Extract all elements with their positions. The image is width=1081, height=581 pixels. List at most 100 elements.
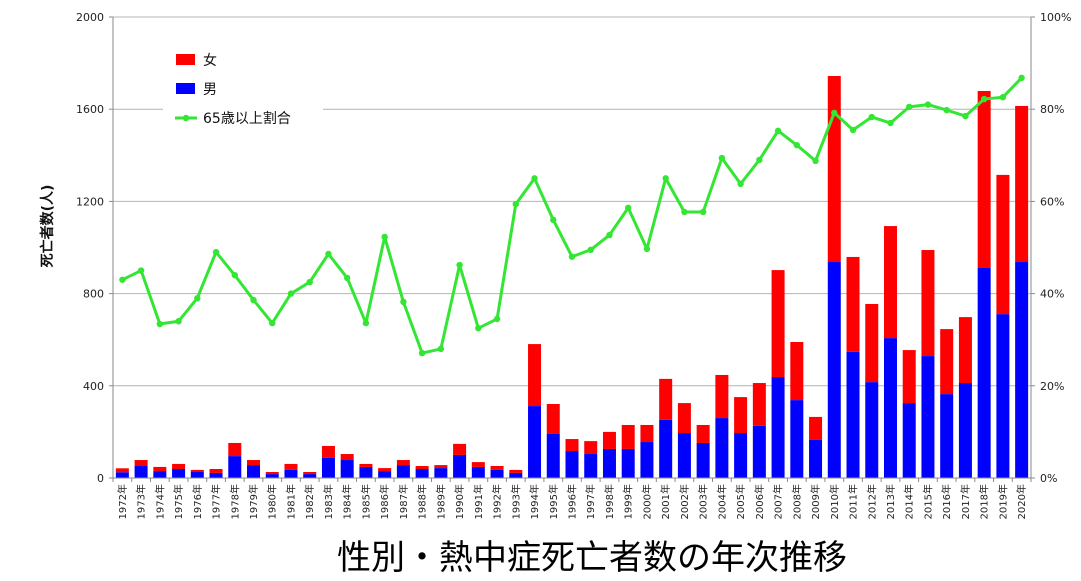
bar-segment-female-1986 [378,468,392,472]
over-65-ratio-point-2015 [924,101,932,108]
bar-segment-male-2019 [996,314,1010,478]
x-tick-label: 2017年 [959,484,972,519]
x-tick-label: 1988年 [416,484,429,519]
bar-segment-male-2003 [696,442,710,478]
over-65-ratio-point-1997 [587,246,594,254]
over-65-ratio-point-1992 [493,315,501,323]
bar-segment-male-1972 [115,472,129,478]
bar-segment-female-2006 [752,383,766,426]
y-tick-label: 400 [83,380,104,393]
bar-segment-female-2008 [790,342,804,401]
over-65-ratio-point-2012 [868,113,875,121]
bar-segment-male-1983 [321,457,335,478]
bar-segment-male-2000 [640,442,654,478]
over-65-ratio-point-1974 [156,320,164,328]
over-65-ratio-point-1993 [512,200,519,208]
bar-segment-female-1974 [153,466,167,472]
x-tick-label: 2004年 [715,484,728,519]
y2-tick-label: 40% [1040,288,1064,301]
bar-segment-male-1997 [584,454,598,478]
bar-segment-female-1991 [471,462,485,467]
bar-segment-male-1987 [396,465,410,478]
bar-segment-female-2020 [1015,105,1029,263]
over-65-ratio-point-2004 [718,154,726,162]
bar-segment-female-2004 [715,374,729,419]
x-tick-label: 1981年 [284,484,297,519]
bar-segment-male-2007 [771,377,785,478]
bar-segment-male-2011 [846,351,860,478]
over-65-ratio-point-1977 [212,248,220,256]
over-65-ratio-point-2003 [699,208,707,216]
y2-tick-label: 20% [1040,380,1064,393]
bar-segment-male-2020 [1015,262,1029,478]
bar-segment-female-2002 [677,403,691,434]
x-tick-label: 1976年 [191,484,204,519]
axes: 0 400 800 1200 1600 2000 0% 20% 40% 60% 80% 100% 197… [76,11,1071,519]
over-65-ratio-point-2013 [887,119,894,127]
bar-segment-male-1993 [509,472,523,478]
x-tick-label: 2000年 [640,484,653,519]
over-65-ratio-point-1989 [437,345,445,353]
over-65-ratio-series [119,74,1025,357]
over-65-ratio-point-2020 [1018,74,1025,82]
x-tick-label: 1975年 [172,484,185,519]
x-tick-label: 1999年 [622,484,635,519]
bar-segment-male-1992 [490,469,504,478]
y-tick-label: 1600 [76,103,104,116]
bar-segment-female-2015 [921,250,935,357]
bar-segment-male-1984 [340,460,354,478]
bar-segment-male-2016 [940,394,954,478]
bar-segment-female-1995 [546,404,560,434]
bar-segment-male-2012 [865,382,879,478]
over-65-ratio-point-2018 [980,95,988,103]
bar-segment-male-1999 [621,448,635,478]
bar-segment-male-1995 [546,433,560,478]
bar-segment-female-1980 [265,472,279,475]
x-tick-label: 2012年 [865,484,878,519]
x-tick-label: 2010年 [828,484,841,519]
x-tick-label: 1980年 [266,484,279,519]
x-tick-label: 2014年 [903,484,916,519]
legend-label-female: 女 [203,52,217,69]
legend-label-male: 男 [203,82,217,98]
y-tick-label: 0 [97,472,104,485]
bar-segment-male-1990 [453,454,467,478]
x-tick-label: 2018年 [978,484,991,519]
bar-segment-female-1990 [453,443,467,455]
bar-segment-female-1972 [115,468,129,473]
over-65-ratio-point-1979 [250,296,257,304]
over-65-ratio-point-2002 [681,208,688,216]
x-tick-label: 2013年 [884,484,897,519]
over-65-ratio-point-1990 [456,261,463,269]
y-axis-title: 死亡者数(人) [39,185,56,269]
bar-segment-male-2017 [958,383,972,478]
legend-marker-over-65-ratio [182,114,190,122]
bar-segment-female-1988 [415,466,429,470]
y2-tick-label: 60% [1040,195,1064,208]
bar-segment-female-1997 [584,441,598,455]
x-tick-label: 2007年 [772,484,785,519]
over-65-ratio-point-1995 [550,216,557,224]
x-tick-label: 2015年 [921,484,934,519]
y2-tick-label: 80% [1040,103,1064,116]
legend-swatch-female [176,54,195,65]
bar-segment-male-1985 [359,466,373,478]
y2-tick-label: 0% [1040,472,1057,485]
bar-segment-male-1994 [528,406,542,478]
x-tick-label: 1994年 [528,484,541,519]
x-tick-label: 2003年 [697,484,710,519]
bar-segment-female-1976 [190,469,204,473]
over-65-ratio-point-2008 [793,141,801,149]
over-65-ratio-point-1982 [306,278,313,286]
bar-segment-female-2005 [734,397,748,434]
over-65-ratio-point-2011 [849,126,857,134]
bar-segment-female-2016 [940,329,954,395]
bar-segment-female-2012 [865,303,879,383]
bar-segment-female-1979 [247,460,261,466]
bar-segment-female-1987 [396,460,410,466]
over-65-ratio-point-1976 [194,295,201,302]
over-65-ratio-point-1975 [175,318,182,325]
x-tick-label: 1974年 [153,484,166,519]
over-65-ratio-point-2001 [662,175,669,182]
